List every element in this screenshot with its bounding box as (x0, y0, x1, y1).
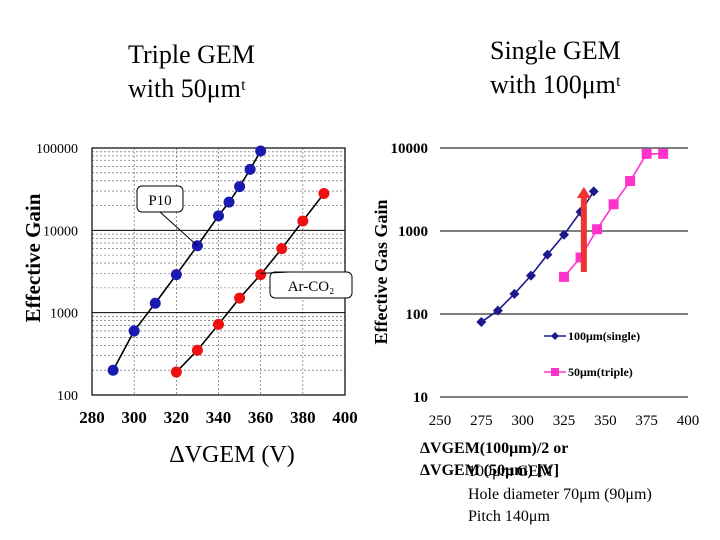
ar-co2-callout-label: Ar-CO₂ (288, 279, 335, 295)
right-x-tick-label: 250 (429, 413, 452, 429)
left-x-tick-label: 300 (121, 408, 147, 427)
left-x-axis-title: ΔVGEM (V) (169, 442, 294, 468)
right-x-tick-label: 275 (470, 413, 493, 429)
left-y-axis-title: Effective Gain (21, 193, 45, 322)
p10-callout-leader (159, 211, 198, 247)
legend-triple-swatch-marker (551, 368, 559, 376)
ar-co2-callout-leader (260, 271, 300, 274)
series-ar-co2-point (170, 366, 182, 378)
x-axis-note-line2: ΔVGEM (50μm) [V] (420, 462, 560, 479)
pitch-text: Pitch 140μm (468, 508, 550, 525)
series-triple-50um-point (559, 271, 569, 282)
series-single-100um-point (588, 186, 599, 197)
right-x-tick-label: 300 (511, 413, 534, 429)
right-y-axis-title: Effective Gas Gain (371, 200, 391, 345)
right-x-tick-label: 350 (594, 413, 617, 429)
gem-label: 100μm GEM (468, 463, 553, 480)
gain-shift-arrow-shaft (580, 197, 587, 273)
right-header-line2: with 100μmᵗ (490, 70, 621, 99)
hole-diameter-text: Hole diameter 70μm (90μm) (468, 486, 652, 503)
left-x-tick-label: 340 (206, 408, 232, 427)
right-y-tick-label: 1000 (398, 224, 428, 240)
left-x-tick-label: 320 (164, 408, 190, 427)
series-single-100um-point (492, 305, 503, 316)
series-triple-50um-point (575, 252, 586, 263)
left-x-tick-label: 360 (248, 408, 274, 427)
right-header-line1: Single GEM (490, 36, 621, 65)
right-y-tick-label: 10 (413, 390, 428, 406)
series-p10-line (112, 150, 262, 371)
left-x-tick-label: 380 (290, 408, 316, 427)
series-single-100um-line (480, 190, 595, 323)
right-chart-header: Single GEM with 100μmᵗ (490, 34, 621, 102)
series-ar-co2-point (276, 243, 288, 255)
left-header-line1: Triple GEM (128, 40, 255, 69)
x-axis-note: ΔVGEM(100μm)/2 or ΔVGEM (50μm) [V] (420, 438, 568, 482)
series-single-100um-point (476, 317, 487, 328)
right-x-tick-label: 375 (635, 413, 658, 429)
legend-single-label: 100μm(single) (568, 329, 640, 343)
series-triple-50um-point (658, 148, 669, 159)
left-chart-header: Triple GEM with 50μmᵗ (128, 38, 255, 106)
series-p10-point (244, 163, 256, 175)
gain-shift-arrow-head (576, 186, 591, 198)
series-triple-50um-point (592, 224, 603, 235)
left-y-tick-label: 100 (57, 389, 78, 404)
series-triple-50um-point (608, 199, 619, 210)
right-y-tick-label: 100 (406, 307, 429, 323)
left-x-tick-label: 280 (79, 408, 105, 427)
p10-callout-label: P10 (148, 193, 171, 209)
series-single-100um-point (559, 229, 569, 240)
ar-co2-callout-box (269, 271, 353, 299)
series-ar-co2-point (297, 215, 309, 227)
left-y-tick-label: 10000 (43, 224, 78, 239)
series-ar-co2-point (318, 188, 330, 200)
legend-single-swatch-marker (551, 332, 559, 340)
series-ar-co2-point (255, 269, 267, 281)
legend-triple-label: 50μm(triple) (568, 365, 633, 379)
series-p10-point (213, 210, 224, 222)
series-p10-point (149, 297, 161, 309)
x-axis-note-line1: ΔVGEM(100μm)/2 or (420, 440, 569, 457)
series-triple-50um-point (625, 176, 636, 187)
left-header-line2: with 50μmᵗ (128, 74, 246, 103)
series-ar-co2-line (175, 193, 325, 373)
series-ar-co2-point (191, 344, 203, 356)
series-ar-co2-point (213, 318, 224, 330)
series-p10-point (107, 364, 119, 376)
series-single-100um-point (525, 270, 536, 281)
series-p10-point (223, 196, 235, 208)
right-y-tick-label: 10000 (391, 141, 429, 157)
gem-parameters: Hole diameter 70μm (90μm) Pitch 140μm (468, 484, 652, 528)
left-x-tick-label: 400 (332, 408, 358, 427)
series-p10-point (128, 325, 140, 337)
series-ar-co2-point (234, 292, 246, 304)
series-single-100um-point (509, 288, 520, 299)
right-x-tick-label: 325 (553, 413, 576, 429)
right-x-tick-label: 400 (677, 413, 700, 429)
series-p10-point (170, 269, 182, 281)
series-triple-50um-point (641, 148, 652, 159)
series-p10-point (234, 181, 246, 193)
left-y-tick-label: 1000 (50, 307, 78, 322)
series-single-100um-point (542, 249, 553, 260)
left-y-tick-label: 100000 (36, 142, 78, 157)
series-p10-point (255, 145, 267, 157)
